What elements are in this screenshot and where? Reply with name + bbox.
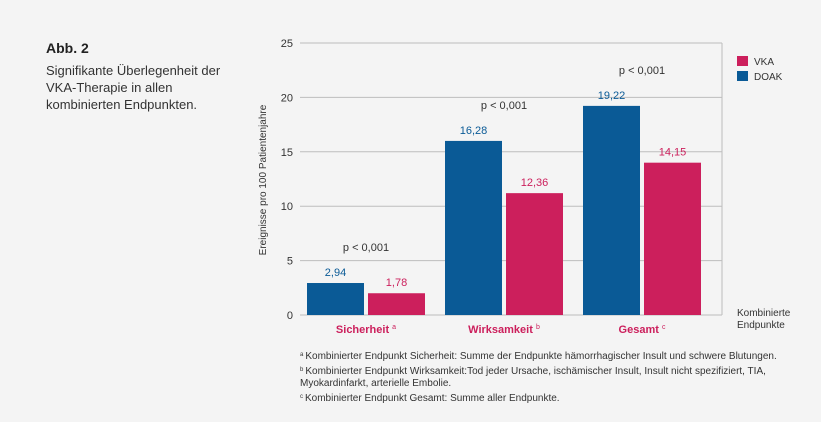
bar-doak <box>307 283 364 315</box>
x-category-label: Wirksamkeit b <box>468 324 540 336</box>
category-footnote-marker: b <box>536 324 540 331</box>
figure-description: Signifikante Überlegenheit der VKA-Thera… <box>46 63 221 112</box>
y-tick-label: 0 <box>287 310 293 322</box>
bar-doak <box>583 105 640 315</box>
y-tick-label: 25 <box>281 38 293 50</box>
bar-value-label: 12,36 <box>521 177 549 189</box>
bar-value-label: 14,15 <box>659 147 687 159</box>
footnotes: a Kombinierter Endpunkt Sicherheit: Summe… <box>300 349 780 406</box>
bar-vka <box>506 193 563 315</box>
category-footnote-marker: c <box>662 324 666 331</box>
bar-value-label: 19,22 <box>598 90 626 102</box>
bar-value-label: 2,94 <box>325 267 346 279</box>
category-name: Gesamt <box>619 324 662 336</box>
figure-label: Abb. 2 <box>46 40 89 56</box>
bar-vka <box>368 293 425 315</box>
p-value-annotation: p < 0,001 <box>481 100 527 112</box>
y-tick-label: 15 <box>281 147 293 159</box>
p-value-annotation: p < 0,001 <box>343 242 389 254</box>
category-name: Wirksamkeit <box>468 324 536 336</box>
y-tick-label: 20 <box>281 92 293 104</box>
category-footnote-marker: a <box>392 324 396 331</box>
p-value-annotation: p < 0,001 <box>619 65 665 77</box>
y-axis-label: Ereignisse pro 100 Patientenjahre <box>258 104 269 255</box>
bar-value-label: 16,28 <box>460 125 488 137</box>
x-axis-label-line2: Endpunkte <box>737 320 785 331</box>
y-tick-label: 10 <box>281 201 293 213</box>
x-category-label: Sicherheit a <box>336 324 396 336</box>
bar-vka <box>644 162 701 315</box>
legend-swatch-doak <box>737 71 748 81</box>
bar-value-label: 1,78 <box>386 277 407 289</box>
legend-label-doak: DOAK <box>754 72 783 83</box>
footnote-c: c Kombinierter Endpunkt Gesamt: Summe all… <box>300 393 560 404</box>
legend-swatch-vka <box>737 56 748 66</box>
bar-chart: 0 5 10 15 20 25 Ereignisse pro 100 Patientenja… <box>258 38 791 336</box>
footnote-a: a Kombinierter Endpunkt Sicherheit: Summe… <box>300 351 777 362</box>
bar-doak <box>445 140 502 315</box>
legend-label-vka: VKA <box>754 57 774 68</box>
category-name: Sicherheit <box>336 324 392 336</box>
footnote-b: b Kombinierter Endpunkt Wirksamkeit:Tod j… <box>300 366 766 389</box>
x-category-label: Gesamt c <box>619 324 666 336</box>
x-axis-label-line1: Kombinierte <box>737 308 791 319</box>
figure-caption: Abb. 2 Signifikante Überlegenheit der VK… <box>46 40 236 113</box>
y-tick-label: 5 <box>287 256 293 268</box>
